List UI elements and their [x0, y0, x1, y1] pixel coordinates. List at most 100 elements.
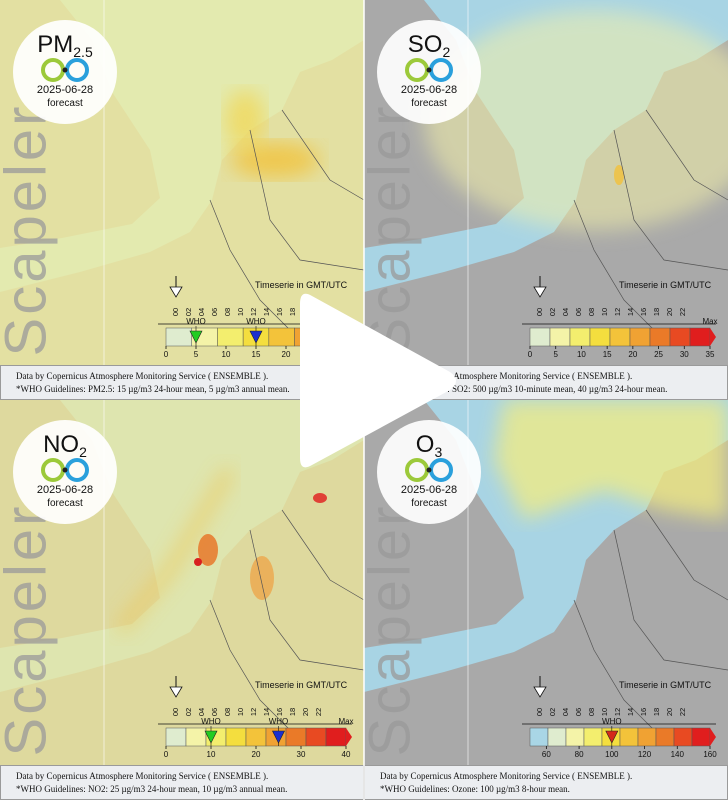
hour-label: 14	[626, 308, 635, 316]
colorbar-tick-label: 20	[628, 350, 637, 359]
forecast-date: 2025-06-28	[401, 484, 457, 496]
colorbar-cell	[655, 727, 675, 747]
colorbar-tick-label: 0	[164, 350, 169, 359]
who-label: WHO	[269, 717, 289, 726]
forecast-label: forecast	[411, 98, 447, 109]
haze-hotspot	[313, 493, 327, 503]
who-marker	[204, 730, 218, 744]
colorbar-cell	[529, 727, 549, 747]
forecast-date: 2025-06-28	[37, 484, 93, 496]
haze-streak	[116, 467, 235, 634]
colorbar-tick-label: 10	[577, 350, 586, 359]
footer-line: *WHO Guidelines: Ozone: 100 µg/m3 8-hour…	[380, 784, 570, 794]
hour-label: 02	[184, 708, 193, 716]
colorbar-cell	[305, 727, 327, 747]
colorbar-cell	[689, 327, 711, 347]
who-label: WHO	[602, 717, 622, 726]
pollutant-name: SO	[408, 31, 443, 58]
hour-label: 12	[613, 308, 622, 316]
hour-label: 04	[561, 708, 570, 716]
colorbar-tick-label: 80	[575, 750, 584, 759]
borders	[573, 109, 728, 341]
hour-label: 04	[197, 708, 206, 716]
pollutant-name: PM	[37, 31, 73, 58]
colorbar-tick-label: 15	[252, 350, 261, 359]
hour-label: 18	[652, 708, 661, 716]
hour-label: 06	[574, 308, 583, 316]
hour-label: 10	[600, 308, 609, 316]
footer-line: Data by Copernicus Atmosphere Monitoring…	[380, 771, 632, 781]
hour-label: 08	[223, 308, 232, 316]
timeserie-label: Timeserie in GMT/UTC	[619, 680, 712, 690]
hour-label: 10	[236, 308, 245, 316]
colorbar-cell	[673, 727, 693, 747]
hour-label: 06	[210, 308, 219, 316]
colorbar-tick-label: 0	[528, 350, 533, 359]
hour-label: 08	[587, 708, 596, 716]
logo-dot	[426, 67, 432, 73]
colorbar-max-label: Max	[338, 717, 353, 726]
colorbar-end	[710, 328, 716, 346]
colorbar-cell	[325, 727, 347, 747]
colorbar-cell	[629, 327, 651, 347]
pollutant-subscript: 3	[434, 444, 442, 460]
colorbar-cell	[649, 327, 671, 347]
hour-label: 06	[574, 708, 583, 716]
who-marker	[249, 330, 263, 344]
hour-label: 08	[587, 308, 596, 316]
colorbar-tick-label: 20	[252, 750, 261, 759]
colorbar-cell	[529, 327, 551, 347]
hour-label: 18	[288, 708, 297, 716]
hour-label: 16	[639, 308, 648, 316]
colorbar-cell	[245, 727, 267, 747]
colorbar-cell	[268, 327, 295, 347]
pollutant-title: O3	[416, 431, 443, 460]
haze	[494, 400, 728, 520]
now-arrow	[533, 286, 547, 298]
panel: Scapeler O3 2025-06-28 forecast Timeserie in…	[357, 400, 728, 800]
colorbar-cell	[669, 327, 691, 347]
hour-label: 12	[249, 308, 258, 316]
hour-label: 00	[171, 708, 180, 716]
hour-label: 18	[288, 308, 297, 316]
borders	[573, 509, 728, 741]
haze-hotspot	[194, 558, 202, 566]
colorbar-tick-label: 100	[605, 750, 619, 759]
hour-label: 18	[652, 308, 661, 316]
haze-hotspot	[225, 90, 265, 150]
hour-label: 20	[665, 708, 674, 716]
colorbar-tick-label: 160	[703, 750, 717, 759]
hour-label: 22	[678, 308, 687, 316]
who-label: WHO	[246, 317, 266, 326]
colorbar-tick-label: 5	[194, 350, 199, 359]
pollutant-subscript: 2	[79, 444, 87, 460]
colorbar-tick-label: 30	[680, 350, 689, 359]
hour-label: 00	[535, 708, 544, 716]
play-button[interactable]	[300, 293, 456, 468]
pollutant-name: NO	[43, 431, 79, 458]
logo-dot	[62, 67, 68, 73]
colorbar-cell	[547, 727, 567, 747]
pollutant-title: SO2	[408, 31, 451, 60]
hour-label: 02	[184, 308, 193, 316]
hour-label: 16	[275, 708, 284, 716]
borders	[209, 109, 364, 341]
logo-dot	[62, 467, 68, 473]
colorbar-tick-label: 30	[297, 750, 306, 759]
forecast-label: forecast	[411, 498, 447, 509]
hour-label: 12	[613, 708, 622, 716]
hour-label: 14	[262, 708, 271, 716]
hour-label: 22	[678, 708, 687, 716]
colorbar-cell	[217, 327, 244, 347]
panel: Scapeler PM2.5 2025-06-28 forecast Timeserie…	[0, 0, 364, 400]
colorbar-cell	[165, 327, 192, 347]
colorbar-cell	[549, 327, 571, 347]
colorbar-cell	[609, 327, 631, 347]
hour-label: 14	[262, 308, 271, 316]
colorbar-tick-label: 35	[706, 350, 715, 359]
timeserie-label: Timeserie in GMT/UTC	[255, 680, 348, 690]
hour-label: 02	[548, 308, 557, 316]
forecast-date: 2025-06-28	[37, 84, 93, 96]
